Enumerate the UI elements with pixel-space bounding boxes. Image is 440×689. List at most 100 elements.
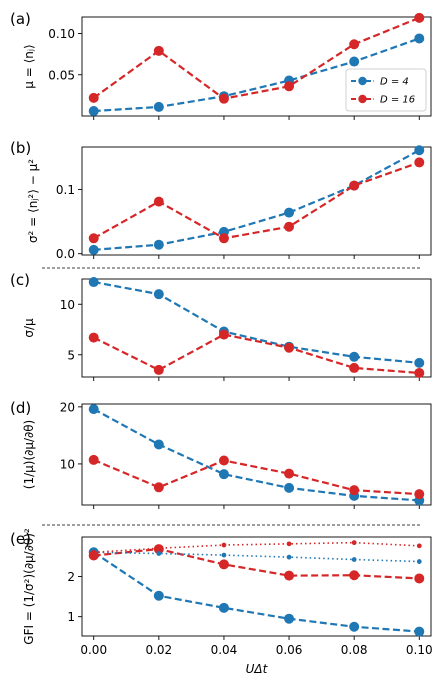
- y-tick-label: 10: [60, 457, 75, 471]
- panel-label: (a): [10, 10, 31, 28]
- x-tick-label: 0.10: [406, 643, 433, 657]
- panel: (a) μ = ⟨nⱼ⟩ 0.05 0.10 D = 4 D = 16: [10, 10, 432, 120]
- data-point: [349, 621, 360, 632]
- data-point: [414, 157, 425, 168]
- data-point: [414, 33, 425, 44]
- series-1: [88, 157, 425, 244]
- series-line: [93, 161, 420, 240]
- series-0: [88, 145, 425, 255]
- data-point: [88, 244, 99, 255]
- series-0: [88, 547, 425, 637]
- data-point: [153, 482, 164, 493]
- axes-frame: [81, 278, 432, 378]
- y-tick-label: 10: [60, 298, 75, 312]
- data-point: [218, 329, 229, 340]
- data-point: [416, 543, 422, 549]
- data-point: [414, 573, 425, 584]
- data-point: [88, 454, 99, 465]
- panel-label: (c): [10, 271, 30, 289]
- data-point: [153, 101, 164, 112]
- data-point: [286, 554, 292, 560]
- y-tick-label: 5: [67, 348, 75, 362]
- series-line: [93, 551, 420, 633]
- data-point: [349, 570, 360, 581]
- data-point: [218, 469, 229, 480]
- panel-label: (e): [10, 530, 31, 548]
- data-point: [153, 289, 164, 300]
- y-tick-label: 0.10: [48, 27, 75, 41]
- data-point: [221, 552, 227, 558]
- data-point: [88, 92, 99, 103]
- data-point: [284, 221, 295, 232]
- data-point: [284, 81, 295, 92]
- data-point: [349, 362, 360, 373]
- data-point: [349, 485, 360, 496]
- series-line: [93, 149, 420, 251]
- y-tick-label: 0.05: [48, 68, 75, 82]
- data-point: [284, 342, 295, 353]
- x-tick-label: 0.06: [276, 643, 303, 657]
- data-point: [349, 351, 360, 362]
- y-axis-label: GFI = (1/σ²)(∂μ/∂θ)²: [22, 528, 36, 645]
- data-point: [349, 180, 360, 191]
- data-point: [351, 540, 357, 546]
- series-line: [93, 551, 420, 563]
- data-point: [88, 550, 99, 561]
- data-point: [414, 367, 425, 378]
- series-line: [93, 280, 420, 364]
- series-0: [88, 33, 425, 117]
- axes-frame: [81, 403, 432, 506]
- data-point: [153, 364, 164, 375]
- data-point: [153, 439, 164, 450]
- data-point: [284, 468, 295, 479]
- y-axis-label: (1/μ)(∂μ/∂θ): [22, 420, 36, 489]
- data-point: [153, 45, 164, 56]
- data-point: [286, 541, 292, 547]
- panel: (d) (1/μ)(∂μ/∂θ) 10 20: [10, 399, 432, 509]
- data-point: [218, 455, 229, 466]
- data-point: [221, 542, 227, 548]
- legend: D = 4 D = 16: [345, 68, 427, 112]
- axes-frame: [81, 536, 432, 637]
- data-point: [153, 590, 164, 601]
- y-tick-label: 1: [67, 610, 75, 624]
- x-tick-label: 0.04: [211, 643, 238, 657]
- data-point: [284, 207, 295, 218]
- y-tick-label: 20: [60, 400, 75, 414]
- series-3: [91, 540, 422, 555]
- series-1: [88, 329, 425, 378]
- y-axis-label: μ = ⟨nⱼ⟩: [22, 44, 36, 88]
- series-0: [88, 277, 425, 368]
- data-point: [414, 145, 425, 156]
- data-point: [153, 196, 164, 207]
- data-point: [218, 602, 229, 613]
- data-point: [414, 626, 425, 637]
- panel: (b) σ² = ⟨nⱼ²⟩ − μ² 0.0 0.1: [10, 139, 432, 261]
- x-tick-label: 0.00: [80, 643, 107, 657]
- series-1: [88, 454, 425, 500]
- y-tick-label: 0.1: [56, 183, 75, 197]
- data-point: [284, 482, 295, 493]
- y-tick-label: 2: [67, 570, 75, 584]
- data-point: [351, 557, 357, 562]
- x-tick-label: 0.02: [145, 643, 172, 657]
- series-line: [93, 333, 420, 375]
- panel: (c) σ/μ 5 10: [10, 271, 432, 381]
- panel-label: (d): [10, 399, 31, 417]
- axes-frame: [81, 146, 432, 256]
- data-point: [414, 12, 425, 23]
- series-line: [93, 37, 420, 113]
- axes-frame: [81, 16, 432, 117]
- series-0: [88, 404, 425, 506]
- series-line: [93, 547, 420, 580]
- data-point: [156, 545, 162, 551]
- data-point: [218, 233, 229, 244]
- data-point: [88, 332, 99, 343]
- series-line: [93, 408, 420, 502]
- legend-label: D = 16: [380, 95, 415, 106]
- data-point: [349, 39, 360, 50]
- data-point: [88, 106, 99, 117]
- data-point: [414, 489, 425, 500]
- data-point: [414, 357, 425, 368]
- x-tick-label: 0.08: [341, 643, 368, 657]
